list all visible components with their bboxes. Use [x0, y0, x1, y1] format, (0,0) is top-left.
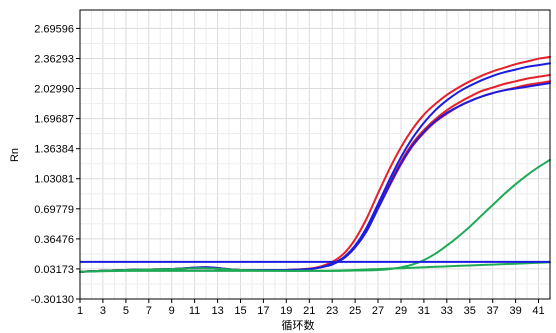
x-axis-label: 循环数 — [282, 319, 315, 332]
y-tick-label: 2.02990 — [34, 84, 74, 96]
x-tick-label: 1 — [77, 305, 83, 317]
x-tick-label: 7 — [146, 305, 152, 317]
x-tick-label: 31 — [418, 305, 430, 317]
x-tick-label: 37 — [487, 305, 499, 317]
y-tick-label: 1.03081 — [34, 174, 74, 186]
x-tick-label: 29 — [395, 305, 407, 317]
series-lines — [79, 55, 551, 273]
plot-frame — [79, 9, 551, 300]
y-tick-label: 0.69779 — [34, 204, 74, 216]
x-tick-label: 39 — [509, 305, 521, 317]
y-tick-labels: 2.69596 2.36293 2.02990 1.69687 1.36384 1.030… — [31, 23, 74, 306]
x-tick-label: 25 — [349, 305, 361, 317]
x-tick-label: 35 — [464, 305, 476, 317]
x-tick-label: 11 — [189, 305, 200, 317]
x-tick-label: 33 — [441, 305, 453, 317]
series-line — [79, 261, 551, 273]
x-tick-label: 23 — [326, 305, 338, 317]
y-tick-label: 0.03173 — [34, 264, 74, 276]
x-tick-label: 15 — [234, 305, 246, 317]
grid-lines — [79, 10, 551, 300]
x-tick-label: 27 — [372, 305, 384, 317]
y-tick-label: 1.36384 — [34, 144, 74, 156]
x-tick-label: 9 — [169, 305, 175, 317]
y-tick-label: -0.30130 — [31, 294, 74, 306]
y-tick-label: 1.69687 — [34, 114, 74, 126]
y-tick-label: 2.69596 — [34, 23, 74, 35]
x-tick-labels: 1 3 5 7 9 11 13 15 17 19 21 23 25 27 29 31 33 35 37 39 41 — [77, 305, 545, 317]
x-tick-label: 19 — [280, 305, 292, 317]
x-tick-label: 21 — [303, 305, 315, 317]
x-tick-label: 17 — [257, 305, 269, 317]
x-tick-label: 13 — [211, 305, 223, 317]
y-tick-label: 2.36293 — [34, 54, 74, 66]
x-tick-label: 41 — [532, 305, 544, 317]
x-tick-label: 3 — [100, 305, 106, 317]
y-axis-label: Rn — [9, 148, 21, 162]
y-tick-label: 0.36476 — [34, 234, 74, 246]
x-tick-label: 5 — [123, 305, 129, 317]
tick-marks — [76, 27, 539, 303]
